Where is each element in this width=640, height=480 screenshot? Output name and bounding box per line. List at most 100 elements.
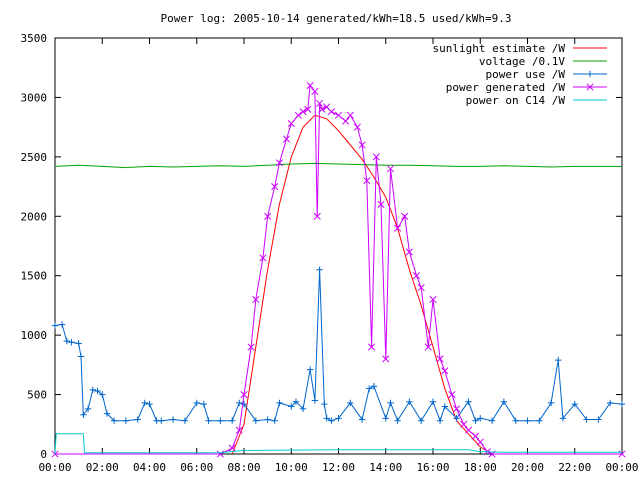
x-tick-label: 22:00 bbox=[558, 461, 591, 474]
data-point bbox=[288, 403, 295, 410]
data-point bbox=[571, 400, 578, 408]
data-point bbox=[169, 416, 177, 423]
data-point bbox=[146, 400, 153, 408]
data-point bbox=[294, 111, 302, 119]
y-tick-label: 1500 bbox=[21, 270, 48, 283]
data-point bbox=[89, 386, 96, 394]
data-point bbox=[412, 272, 421, 280]
x-tick-label: 10:00 bbox=[275, 461, 308, 474]
data-point bbox=[287, 120, 295, 128]
data-point bbox=[465, 398, 472, 405]
data-point bbox=[275, 159, 283, 167]
data-point bbox=[406, 398, 413, 405]
series-line bbox=[231, 114, 493, 455]
data-point bbox=[236, 399, 243, 407]
data-point bbox=[441, 403, 449, 410]
data-point bbox=[58, 321, 66, 328]
x-tick-label: 08:00 bbox=[227, 461, 260, 474]
y-tick-label: 3000 bbox=[21, 91, 48, 104]
data-point bbox=[252, 417, 260, 424]
data-point bbox=[429, 398, 437, 405]
x-tick-label: 16:00 bbox=[416, 461, 449, 474]
x-tick-label: 20:00 bbox=[511, 461, 544, 474]
data-point bbox=[441, 367, 449, 375]
data-point bbox=[110, 417, 118, 424]
data-point bbox=[382, 415, 389, 422]
data-point bbox=[141, 399, 148, 407]
data-point bbox=[84, 405, 92, 413]
data-point bbox=[488, 417, 496, 424]
data-point bbox=[311, 87, 319, 96]
data-point bbox=[122, 417, 130, 424]
data-point bbox=[311, 397, 319, 404]
data-point bbox=[240, 400, 248, 408]
data-point bbox=[75, 340, 82, 347]
data-point bbox=[271, 183, 279, 191]
data-point bbox=[228, 444, 236, 452]
x-tick-label: 00:00 bbox=[605, 461, 638, 474]
data-point bbox=[313, 212, 321, 220]
y-tick-label: 0 bbox=[40, 448, 47, 461]
data-point bbox=[453, 405, 461, 413]
plot-area bbox=[51, 81, 626, 458]
x-tick-label: 18:00 bbox=[464, 461, 497, 474]
x-tick-label: 00:00 bbox=[38, 461, 71, 474]
data-point bbox=[460, 420, 468, 428]
data-point bbox=[346, 111, 354, 119]
data-point bbox=[387, 399, 394, 407]
data-point bbox=[606, 399, 614, 407]
data-point bbox=[453, 415, 460, 422]
data-point bbox=[240, 391, 248, 399]
data-point bbox=[327, 108, 335, 116]
series-line bbox=[54, 162, 622, 169]
data-point bbox=[386, 165, 395, 173]
data-point bbox=[158, 417, 165, 424]
data-point bbox=[595, 416, 602, 423]
x-tick-label: 06:00 bbox=[180, 461, 213, 474]
data-point bbox=[436, 355, 444, 363]
data-point bbox=[181, 417, 189, 424]
data-point bbox=[618, 400, 626, 408]
axes: 0 500 1000 1500 2000 2500 3000 3500 00:00 02:00 04… bbox=[21, 32, 639, 474]
series-line bbox=[55, 84, 622, 455]
data-point bbox=[358, 141, 366, 149]
y-tick-label: 2000 bbox=[21, 210, 48, 223]
data-point bbox=[316, 266, 323, 273]
x-tick-label: 02:00 bbox=[86, 461, 119, 474]
data-point bbox=[323, 415, 330, 422]
y-tick-label: 2500 bbox=[21, 151, 48, 164]
data-point bbox=[417, 417, 425, 424]
legend-label: power generated /W bbox=[446, 81, 566, 94]
data-point bbox=[77, 353, 85, 360]
data-point bbox=[448, 391, 456, 399]
legend-label: sunlight estimate /W bbox=[433, 42, 566, 55]
data-point bbox=[436, 417, 444, 424]
data-point bbox=[394, 224, 402, 232]
data-point bbox=[353, 123, 361, 131]
data-point bbox=[94, 387, 101, 395]
data-point bbox=[524, 417, 531, 424]
data-point bbox=[63, 337, 71, 345]
data-point bbox=[316, 99, 324, 107]
data-point bbox=[193, 399, 200, 407]
data-point bbox=[264, 212, 272, 220]
data-point bbox=[205, 417, 212, 424]
data-point bbox=[394, 417, 401, 424]
data-point bbox=[217, 417, 224, 424]
data-point bbox=[366, 385, 373, 392]
data-point bbox=[216, 450, 224, 458]
data-point bbox=[271, 417, 278, 424]
legend-label: power on C14 /W bbox=[466, 94, 566, 107]
data-point bbox=[347, 399, 354, 407]
data-point bbox=[377, 200, 385, 208]
data-point bbox=[306, 366, 314, 373]
data-point bbox=[321, 400, 328, 408]
data-point bbox=[583, 416, 590, 423]
legend-label: voltage /0.1V bbox=[479, 55, 565, 68]
data-point bbox=[370, 383, 378, 390]
data-point bbox=[512, 417, 519, 424]
data-point bbox=[471, 432, 480, 440]
data-point bbox=[335, 415, 342, 422]
